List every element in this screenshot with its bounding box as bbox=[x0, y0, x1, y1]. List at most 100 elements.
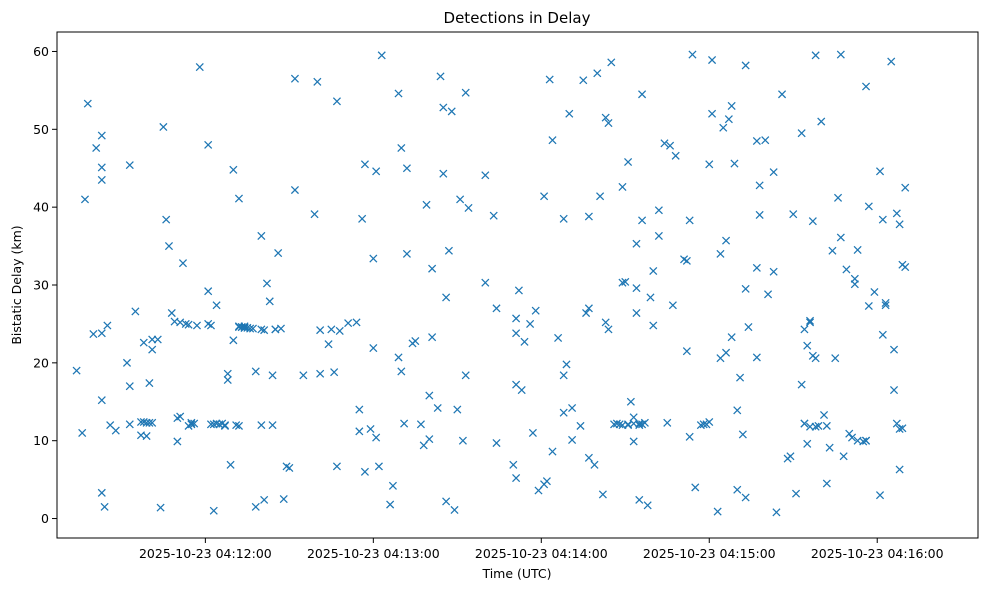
data-point-160 bbox=[461, 371, 470, 380]
data-point-157 bbox=[456, 195, 465, 204]
data-point-253 bbox=[705, 160, 714, 169]
data-point-207 bbox=[607, 58, 616, 67]
data-point-15 bbox=[111, 426, 120, 435]
data-point-309 bbox=[822, 421, 831, 430]
data-point-272 bbox=[741, 61, 750, 70]
data-point-134 bbox=[397, 143, 406, 153]
data-point-328 bbox=[864, 202, 873, 211]
data-point-254 bbox=[705, 417, 714, 427]
data-point-296 bbox=[803, 439, 812, 448]
data-point-218 bbox=[626, 397, 635, 406]
data-point-114 bbox=[335, 326, 344, 335]
data-point-165 bbox=[492, 304, 501, 313]
data-point-86 bbox=[257, 421, 266, 430]
data-point-214 bbox=[621, 277, 630, 286]
data-point-200 bbox=[593, 69, 602, 78]
data-point-27 bbox=[145, 379, 154, 388]
data-point-82 bbox=[246, 324, 255, 333]
data-point-172 bbox=[514, 286, 523, 295]
data-point-316 bbox=[839, 452, 848, 461]
data-point-285 bbox=[778, 90, 787, 99]
x-tick-label-1: 2025-10-23 04:13:00 bbox=[307, 546, 440, 561]
data-point-221 bbox=[629, 437, 638, 446]
data-point-163 bbox=[481, 278, 490, 287]
data-point-29 bbox=[148, 345, 157, 354]
x-tick-label-3: 2025-10-23 04:15:00 bbox=[643, 546, 776, 561]
data-point-127 bbox=[374, 462, 383, 471]
data-point-193 bbox=[576, 421, 585, 430]
data-point-20 bbox=[131, 307, 140, 316]
data-point-310 bbox=[825, 443, 834, 452]
data-point-166 bbox=[492, 438, 501, 448]
data-point-255 bbox=[708, 55, 717, 65]
data-point-268 bbox=[733, 406, 742, 415]
data-point-3 bbox=[83, 99, 92, 108]
data-point-249 bbox=[691, 483, 700, 492]
data-point-251 bbox=[699, 420, 708, 429]
data-point-122 bbox=[366, 424, 375, 434]
data-point-150 bbox=[439, 103, 448, 112]
data-point-10 bbox=[97, 396, 106, 405]
data-point-204 bbox=[601, 113, 610, 122]
data-point-43 bbox=[178, 259, 188, 268]
data-point-118 bbox=[355, 405, 364, 414]
data-point-171 bbox=[512, 474, 521, 483]
data-point-120 bbox=[360, 467, 369, 476]
data-point-147 bbox=[433, 403, 442, 413]
data-point-173 bbox=[517, 386, 526, 395]
data-point-334 bbox=[878, 215, 887, 224]
data-point-304 bbox=[811, 354, 820, 363]
data-point-327 bbox=[861, 82, 871, 91]
data-point-177 bbox=[531, 306, 540, 315]
data-point-53 bbox=[204, 140, 213, 149]
data-point-13 bbox=[103, 321, 112, 330]
data-point-113 bbox=[332, 97, 341, 106]
data-point-33 bbox=[156, 503, 165, 512]
data-point-105 bbox=[310, 210, 319, 219]
data-point-306 bbox=[817, 117, 826, 126]
data-point-298 bbox=[805, 318, 815, 327]
chart-title: Detections in Delay bbox=[444, 9, 591, 27]
data-point-140 bbox=[416, 420, 425, 429]
data-point-283 bbox=[769, 168, 778, 177]
data-point-65 bbox=[223, 375, 232, 385]
data-point-261 bbox=[722, 348, 731, 357]
data-point-180 bbox=[540, 192, 549, 201]
data-point-297 bbox=[805, 316, 815, 325]
data-point-260 bbox=[719, 123, 728, 132]
data-point-106 bbox=[313, 77, 322, 86]
data-point-266 bbox=[730, 159, 739, 168]
data-point-302 bbox=[811, 422, 820, 431]
data-point-201 bbox=[596, 192, 605, 201]
data-point-39 bbox=[173, 437, 182, 446]
data-point-312 bbox=[831, 354, 840, 363]
data-point-330 bbox=[870, 287, 879, 297]
data-point-340 bbox=[892, 209, 901, 218]
data-point-279 bbox=[755, 210, 764, 219]
data-point-12 bbox=[100, 502, 109, 511]
data-point-203 bbox=[601, 318, 610, 327]
data-point-240 bbox=[666, 141, 675, 150]
data-point-115 bbox=[344, 319, 353, 328]
data-point-102 bbox=[290, 185, 299, 195]
data-point-125 bbox=[372, 167, 381, 176]
data-point-174 bbox=[520, 337, 529, 346]
data-point-229 bbox=[638, 216, 647, 225]
x-tick-label-0: 2025-10-23 04:12:00 bbox=[139, 546, 272, 561]
data-point-322 bbox=[853, 245, 862, 255]
data-point-275 bbox=[752, 136, 761, 146]
data-point-258 bbox=[716, 249, 725, 258]
data-point-289 bbox=[791, 489, 801, 498]
data-point-71 bbox=[234, 194, 244, 203]
data-point-59 bbox=[212, 301, 221, 310]
data-point-217 bbox=[624, 157, 633, 167]
data-point-69 bbox=[229, 165, 238, 174]
data-point-202 bbox=[598, 490, 607, 499]
data-point-170 bbox=[512, 329, 521, 338]
data-point-246 bbox=[685, 216, 694, 225]
data-point-49 bbox=[190, 419, 199, 428]
data-point-98 bbox=[276, 324, 285, 333]
data-point-149 bbox=[439, 169, 448, 178]
data-point-16 bbox=[122, 358, 132, 367]
